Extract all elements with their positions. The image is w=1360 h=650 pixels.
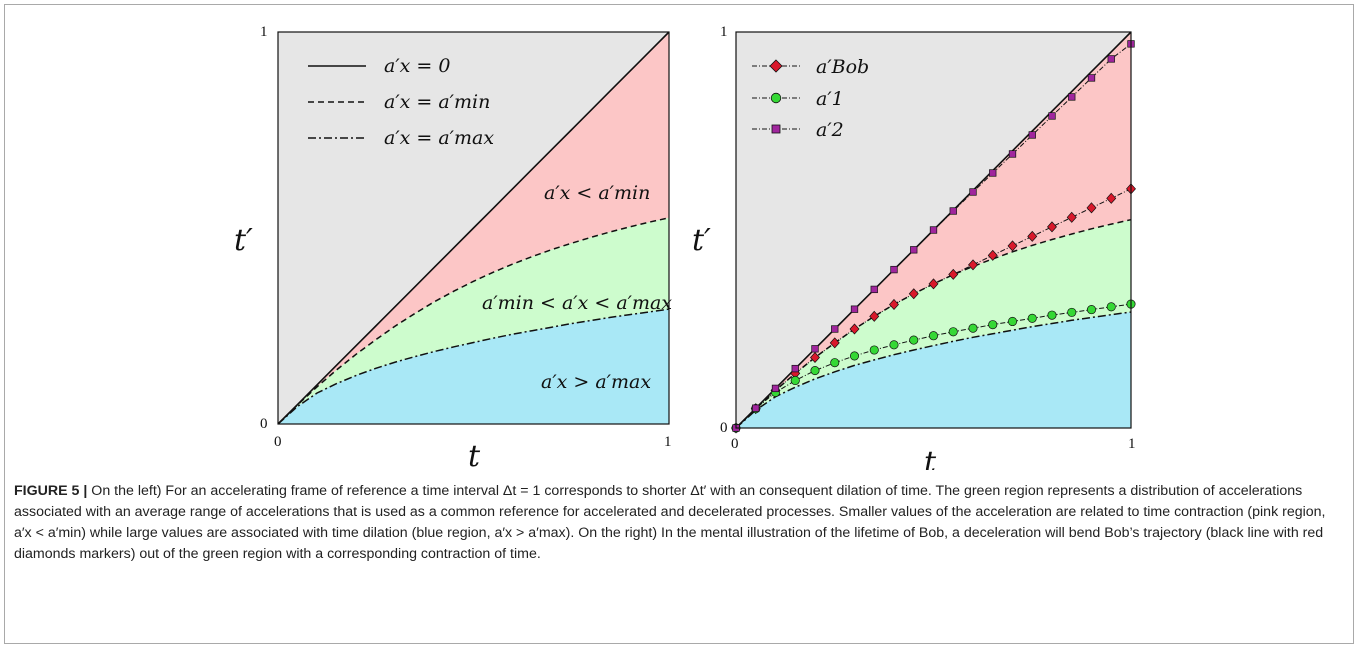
series-bob-point	[1066, 211, 1077, 223]
right-y-axis-label: t′	[692, 223, 711, 258]
series-bob-point	[829, 337, 840, 349]
series-bob-point	[1047, 221, 1057, 233]
left-x-axis-label: t	[468, 439, 481, 470]
legend-label-a1: a′1	[816, 88, 844, 110]
series-a2-point	[949, 207, 957, 215]
series-bob-point	[1007, 240, 1018, 252]
series-a2-point	[1028, 131, 1036, 139]
series-a2-point	[811, 345, 819, 353]
series-a1-point	[1067, 307, 1077, 317]
series-a2-point	[1048, 112, 1056, 120]
legend-label-bob: a′Bob	[816, 56, 869, 78]
right-chart: a′Bob a′1 a′2 1 0 0 1 t′ t	[692, 24, 1136, 470]
left-legend: a′x = 0 a′x = a′min a′x = a′max	[308, 55, 494, 149]
right-x-tick-left: 0	[731, 436, 739, 452]
region-label-green: a′min < a′x < a′max	[482, 292, 672, 314]
series-a2-point	[929, 226, 938, 234]
right-x-axis-label: t	[924, 445, 937, 470]
boundary-line-min	[277, 217, 670, 425]
region-label-blue: a′x > a′max	[541, 371, 651, 393]
series-a2-point	[831, 325, 839, 333]
legend-label-a2: a′2	[816, 119, 844, 141]
series-bob-point	[928, 278, 939, 290]
series-a1-point	[1027, 313, 1037, 323]
left-y-tick-bottom: 0	[260, 416, 268, 432]
series-a2-point	[1087, 74, 1096, 82]
series-a1-point	[889, 340, 899, 350]
series-bob-point	[987, 249, 998, 261]
region-blue	[736, 312, 1131, 428]
series-a2-point	[870, 285, 878, 294]
series-a1-point	[1007, 316, 1018, 327]
legend-bob-diamond-icon	[769, 59, 783, 73]
series-a1-point	[928, 331, 939, 341]
left-chart: a′x = 0 a′x = a′min a′x = a′max a′x < a′…	[234, 24, 672, 470]
boundary-line-max	[277, 308, 670, 425]
series-bob-point	[908, 288, 919, 300]
series-a2-point	[752, 404, 760, 412]
series-a2-point	[1068, 93, 1076, 101]
figure-frame	[4, 4, 1354, 644]
figure-charts: a′x = 0 a′x = a′min a′x = a′max a′x < a′…	[234, 24, 1136, 470]
region-label-pink: a′x < a′min	[544, 182, 650, 204]
series-a2-point	[1008, 150, 1017, 158]
series-a1-point	[810, 366, 820, 376]
series-a1-point	[1086, 305, 1097, 315]
series-a1-point	[909, 335, 919, 345]
series-bob-point	[889, 298, 899, 310]
legend-a1-circle-icon	[770, 92, 782, 104]
caption-text: On the left) For an accelerating frame o…	[14, 483, 1326, 562]
series-bob-point	[968, 259, 978, 271]
left-x-tick-left: 0	[274, 434, 282, 450]
series-a1-point	[1047, 310, 1057, 320]
series-a1-point	[830, 358, 840, 368]
series-bob-point	[1027, 230, 1038, 242]
caption-label: FIGURE 5 |	[14, 483, 88, 499]
figure-caption: FIGURE 5 | On the left) For an accelerat…	[14, 481, 1346, 565]
series-bob-point	[1086, 202, 1097, 214]
series-line-a2	[735, 43, 1132, 429]
right-x-tick-right: 1	[1128, 436, 1136, 452]
series-bob-point	[948, 268, 959, 280]
series-line-bob	[735, 188, 1132, 429]
region-green	[278, 217, 669, 424]
series-bob-point	[869, 310, 880, 322]
series-bob-point	[1106, 192, 1117, 204]
legend-label-max: a′x = a′max	[384, 127, 494, 149]
left-y-axis-label: t′	[234, 223, 253, 258]
series-bob-point	[849, 323, 860, 335]
legend-label-zero: a′x = 0	[384, 55, 450, 77]
series-a1-point	[988, 320, 998, 330]
series-a1-point	[869, 345, 879, 355]
boundary-line-zero	[277, 31, 670, 425]
series-a2-point	[771, 384, 780, 393]
legend-label-min: a′x = a′min	[384, 91, 490, 113]
right-y-tick-top: 1	[720, 24, 728, 40]
series-a1-point	[948, 327, 958, 337]
series-a2-point	[890, 265, 898, 274]
series-bob-point	[810, 351, 820, 364]
series-a2-point	[969, 188, 977, 196]
legend-a2-square-icon	[771, 124, 781, 134]
region-green	[736, 219, 1131, 428]
series-a1-point	[968, 323, 978, 333]
series-a2-point	[910, 246, 918, 254]
left-x-tick-right: 1	[664, 434, 672, 450]
series-a1-point	[849, 351, 860, 361]
region-blue	[278, 309, 669, 424]
series-a1-point	[1106, 302, 1116, 312]
left-y-tick-top: 1	[260, 24, 268, 40]
series-a2-point	[989, 169, 997, 177]
right-y-tick-bottom: 0	[720, 420, 728, 436]
series-a2-point	[791, 364, 799, 373]
series-a2-point	[1107, 55, 1115, 63]
right-legend: a′Bob a′1 a′2	[752, 56, 869, 141]
series-a2-point	[850, 305, 859, 313]
series-a1-point	[790, 375, 800, 386]
